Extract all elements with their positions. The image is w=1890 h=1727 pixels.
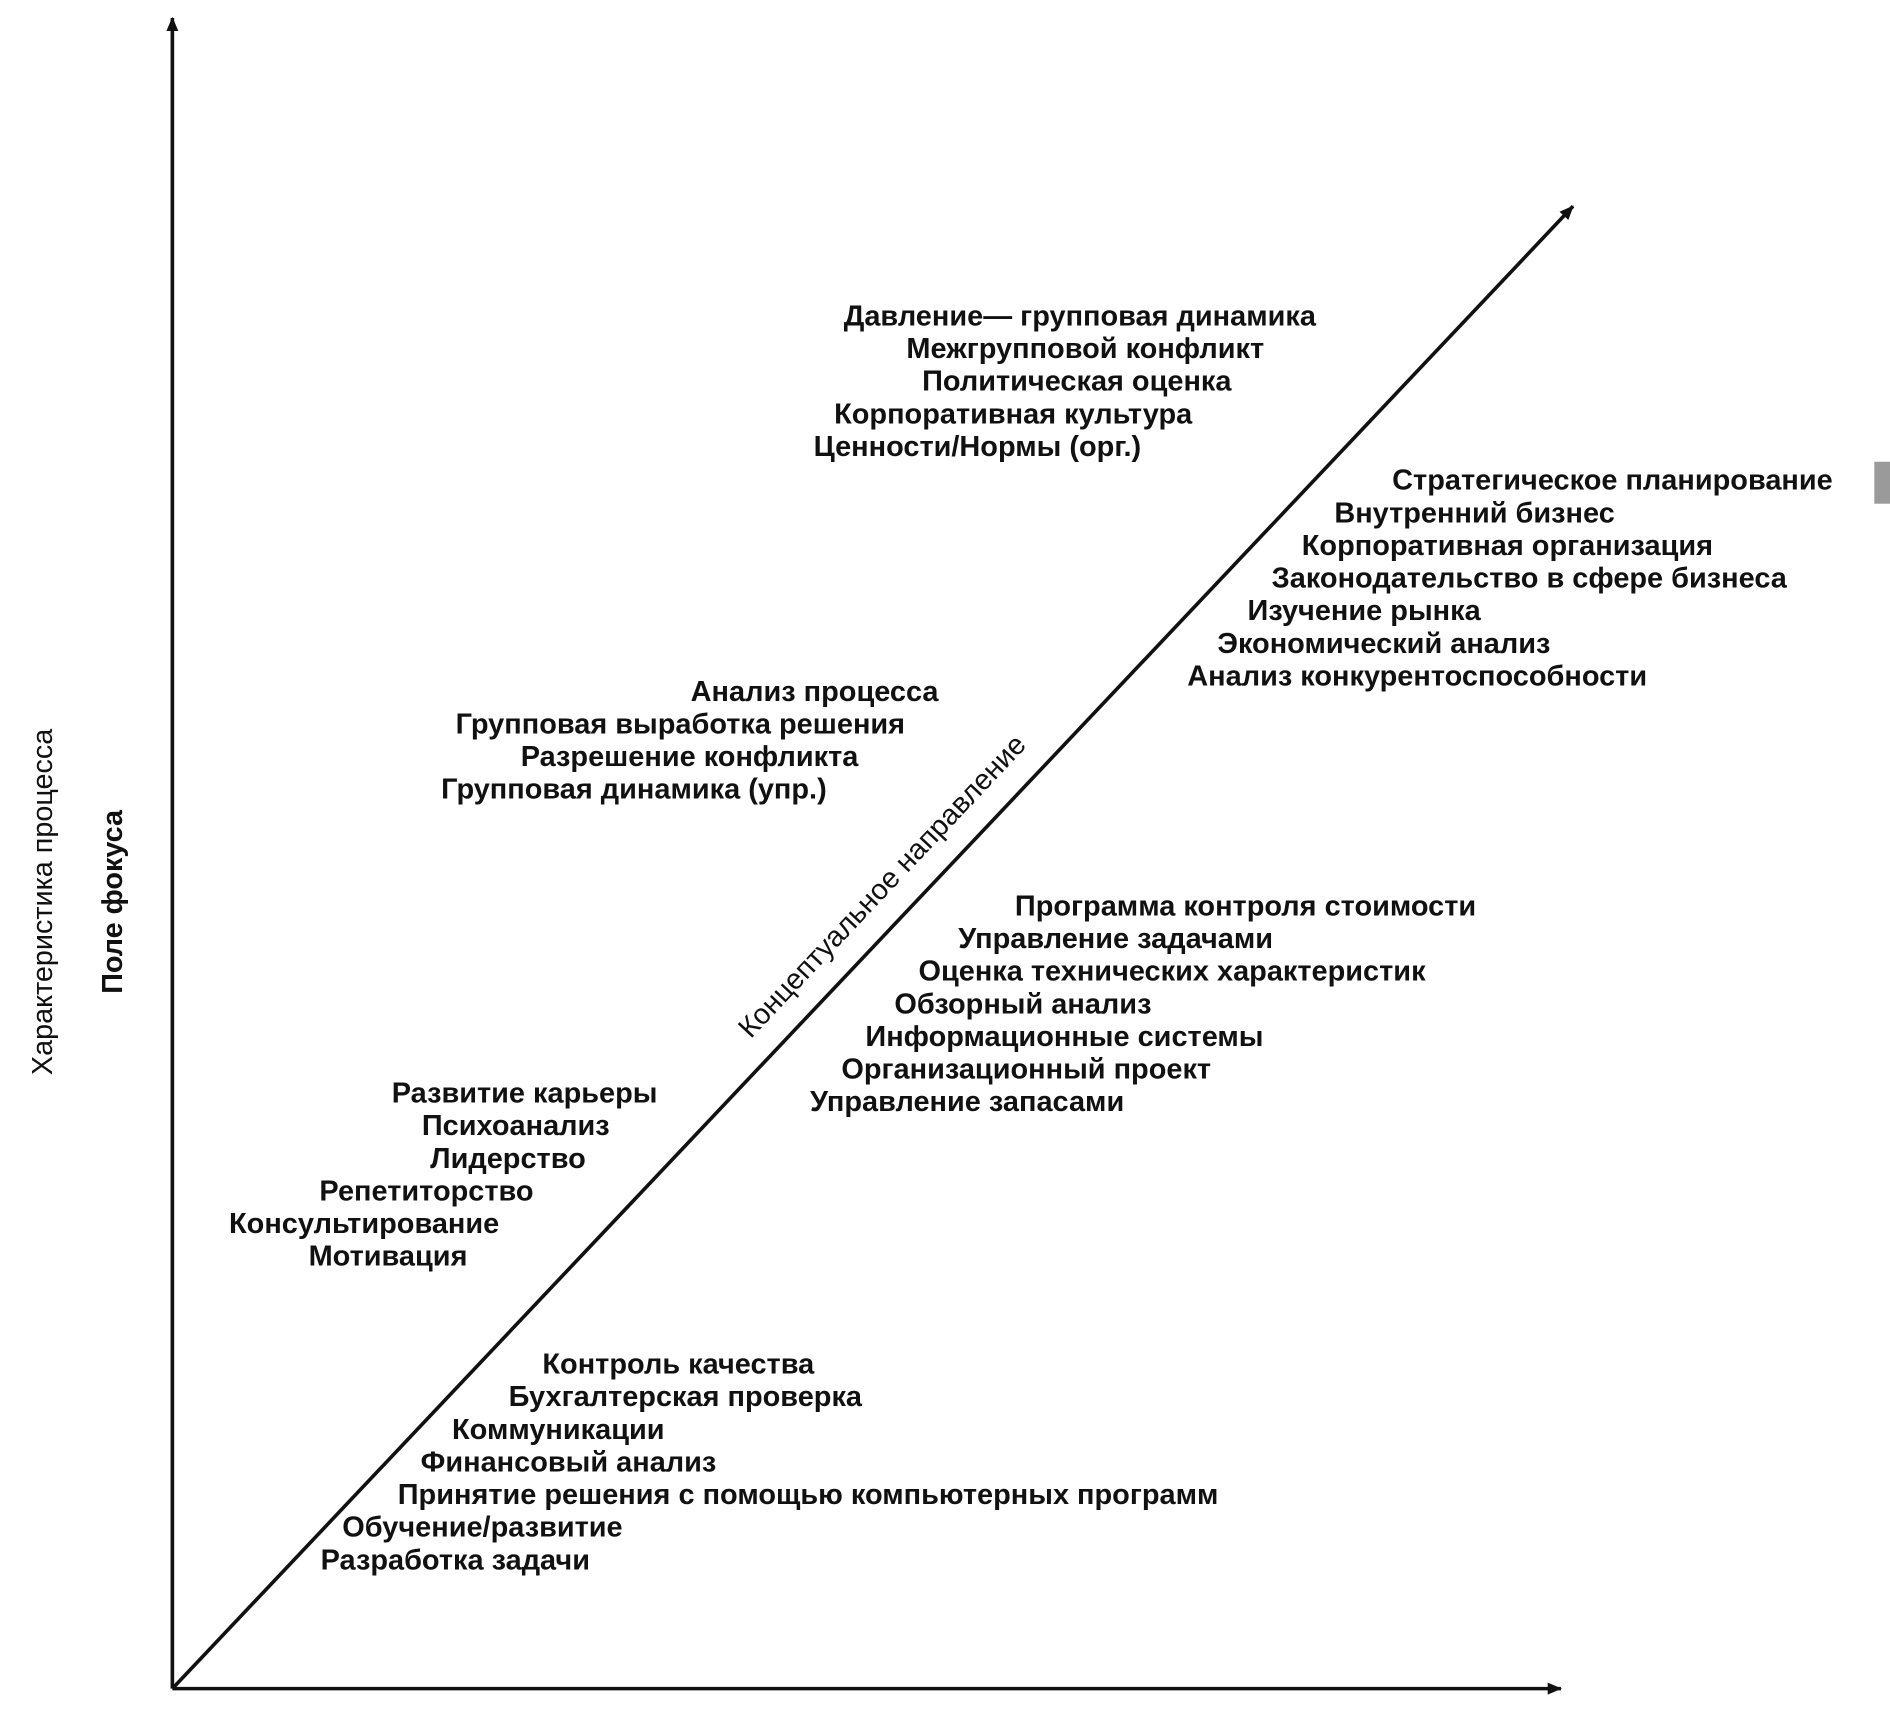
- group-item: Ценности/Нормы (орг.): [814, 431, 1142, 463]
- group-item: Управление запасами: [810, 1086, 1124, 1118]
- group-item: Репетиторство: [319, 1175, 533, 1207]
- group-item: Принятие решения с помощью компьютерных …: [398, 1479, 1219, 1511]
- group-item: Стратегическое планирование: [1392, 465, 1833, 497]
- group-item: Разработка задачи: [321, 1544, 590, 1576]
- group-item: Организационный проект: [841, 1054, 1211, 1086]
- group-item: Финансовый анализ: [421, 1447, 717, 1479]
- group-item: Управление задачами: [958, 923, 1273, 955]
- scan-edge: [1874, 461, 1890, 504]
- group-item: Оценка технических характеристик: [918, 956, 1426, 988]
- group-item: Лидерство: [430, 1143, 585, 1175]
- group-item: Групповая выработка решения: [456, 708, 905, 740]
- group-item: Законодательство в сфере бизнеса: [1272, 563, 1788, 595]
- group-item: Консультирование: [229, 1208, 499, 1240]
- group-item: Изучение рынка: [1248, 595, 1482, 627]
- group-item: Коммуникации: [452, 1414, 665, 1446]
- group-item: Развитие карьеры: [392, 1078, 658, 1110]
- group-item: Анализ процесса: [691, 676, 940, 708]
- group-item: Корпоративная организация: [1302, 530, 1713, 562]
- group-item: Корпоративная культура: [834, 398, 1193, 430]
- group-item: Обучение/развитие: [342, 1512, 622, 1544]
- group-item: Информационные системы: [865, 1021, 1263, 1053]
- group-item: Внутренний бизнес: [1334, 497, 1614, 529]
- group-item: Анализ конкурентоспособности: [1187, 661, 1647, 693]
- group-item: Психоанализ: [422, 1110, 610, 1142]
- group-item: Мотивация: [309, 1241, 468, 1273]
- group-item: Межгрупповой конфликт: [906, 333, 1264, 365]
- group-item: Экономический анализ: [1217, 628, 1550, 660]
- diagonal-arrow: [171, 205, 1575, 1690]
- group-item: Контроль качества: [542, 1349, 815, 1381]
- group-item: Групповая динамика (упр.): [441, 774, 827, 806]
- y-axis-label: Характеристика процесса: [27, 728, 59, 1075]
- y-axis-sublabel: Поле фокуса: [97, 809, 129, 994]
- group-item: Обзорный анализ: [894, 988, 1151, 1020]
- group-item: Давление— групповая динамика: [844, 300, 1317, 332]
- group-item: Программа контроля стоимости: [1015, 891, 1476, 923]
- group-item: Политическая оценка: [922, 366, 1232, 398]
- group-item: Разрешение конфликта: [521, 741, 860, 773]
- group-item: Бухгалтерская проверка: [509, 1381, 863, 1413]
